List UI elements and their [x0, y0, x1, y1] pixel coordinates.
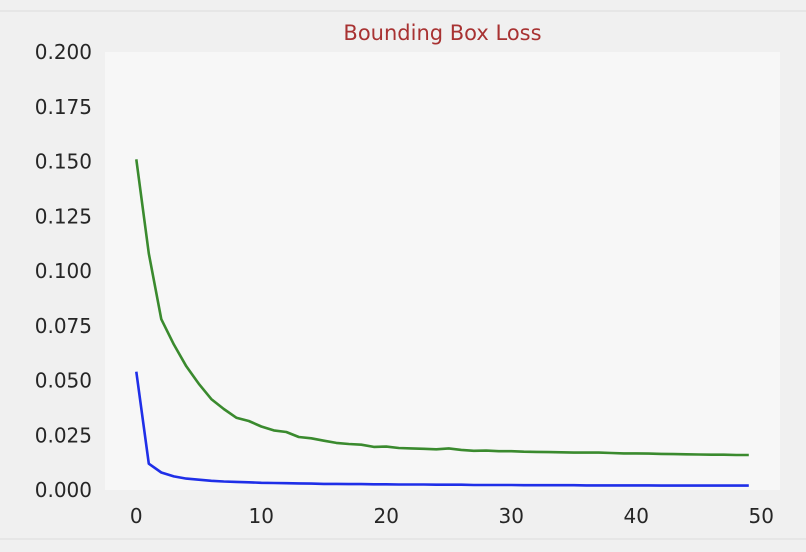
y-tick-label: 0.125: [35, 204, 92, 228]
x-tick-label: 0: [130, 504, 143, 528]
x-tick-label: 10: [249, 504, 274, 528]
chart-title: Bounding Box Loss: [343, 21, 541, 45]
x-tick-label: 20: [374, 504, 399, 528]
top-border: [0, 10, 806, 12]
x-tick-label: 40: [624, 504, 649, 528]
y-tick-label: 0.100: [35, 259, 92, 283]
y-axis: 0.000 0.025 0.050 0.075 0.100 0.125 0.150 0.175…: [35, 40, 92, 502]
y-tick-label: 0.000: [35, 478, 92, 502]
y-tick-label: 0.025: [35, 423, 92, 447]
y-tick-label: 0.175: [35, 95, 92, 119]
x-axis: 0 10 20 30 40 50: [130, 504, 774, 528]
x-tick-label: 50: [749, 504, 774, 528]
bottom-border: [0, 538, 806, 540]
y-tick-label: 0.150: [35, 150, 92, 174]
y-tick-label: 0.075: [35, 314, 92, 338]
series-group: [135, 159, 749, 487]
y-tick-label: 0.050: [35, 369, 92, 393]
x-tick-label: 30: [499, 504, 524, 528]
series-line-1: [135, 371, 749, 487]
series-line-0: [135, 159, 749, 457]
plot-area: [105, 52, 780, 490]
y-tick-label: 0.200: [35, 40, 92, 64]
